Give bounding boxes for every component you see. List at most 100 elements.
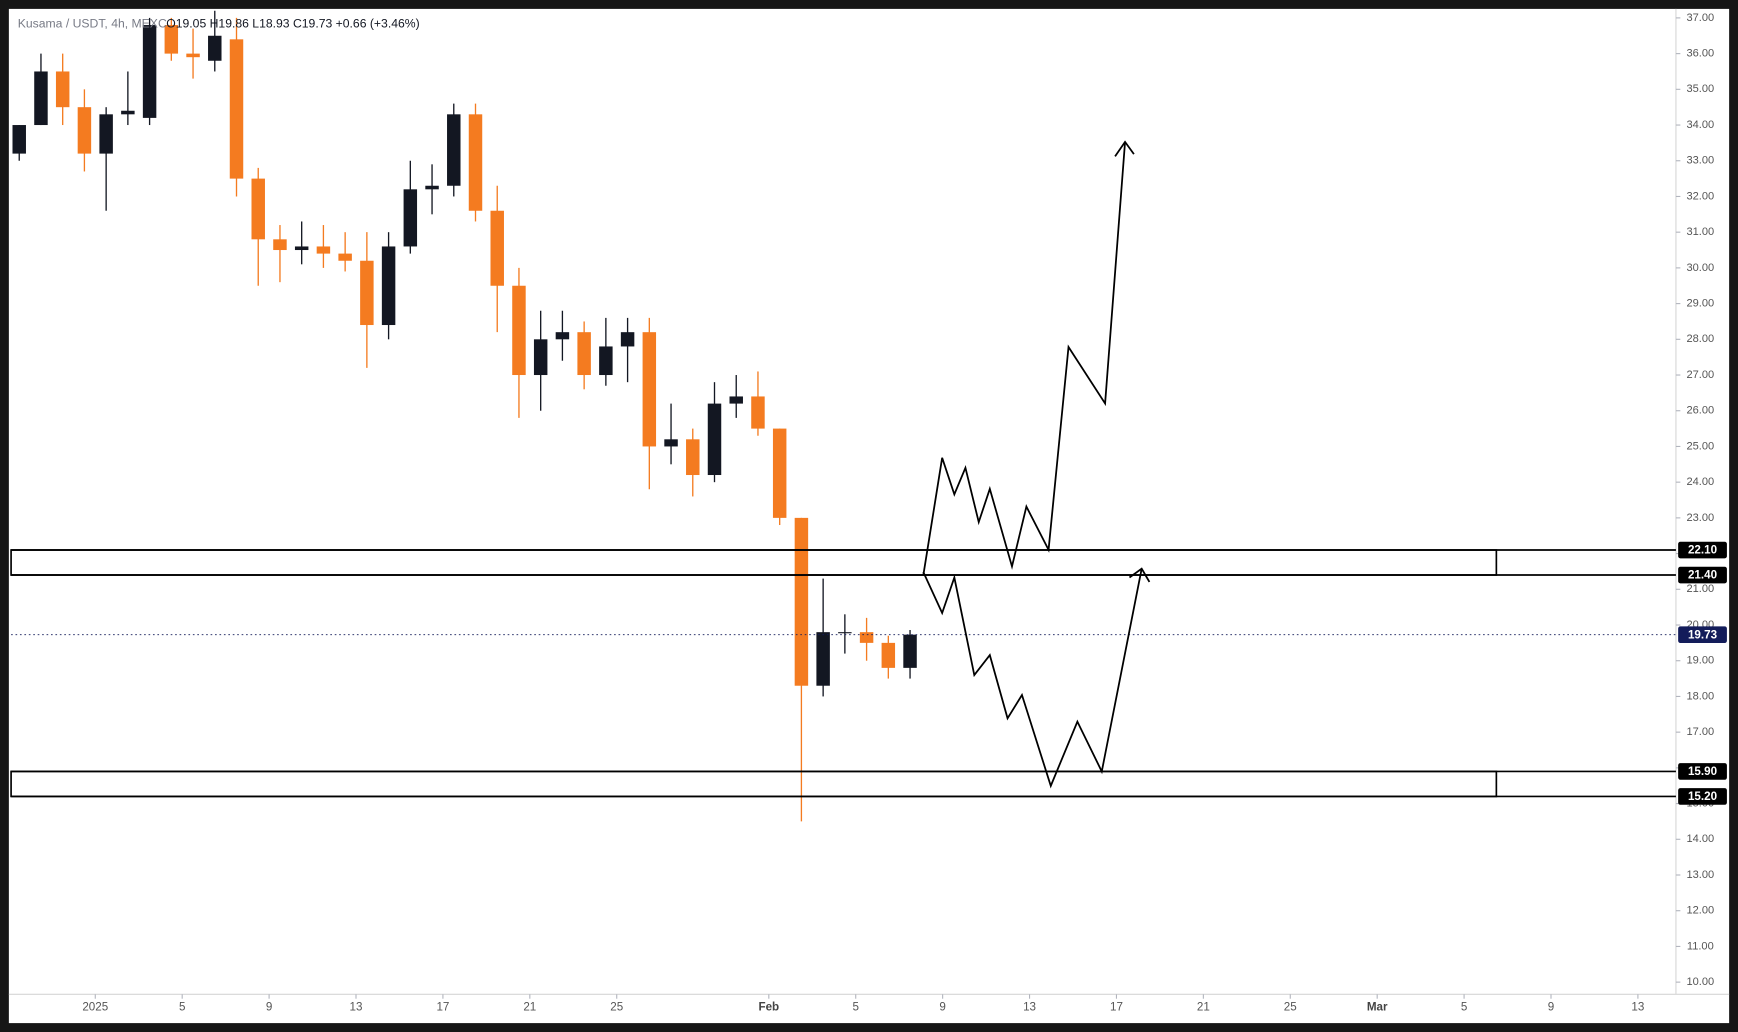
candle-body: [903, 634, 917, 668]
x-tick-label: 5: [1461, 1001, 1467, 1014]
price-label: 21.40: [1688, 569, 1717, 582]
x-tick-label: 21: [523, 1001, 536, 1014]
candle-body: [164, 25, 179, 54]
y-tick-label: 17.00: [1686, 726, 1714, 738]
y-tick-label: 28.00: [1686, 333, 1714, 345]
candle-body: [794, 517, 809, 686]
y-tick-label: 33.00: [1686, 155, 1714, 167]
projection-arrowhead: [1128, 567, 1151, 583]
chart-title: Kusama / USDT, 4h, MEXC: [18, 17, 167, 31]
price-label: 15.90: [1688, 765, 1717, 778]
y-tick-label: 18.00: [1686, 690, 1714, 702]
x-tick-label: 13: [1023, 1001, 1036, 1014]
candle-body: [533, 339, 548, 376]
candle-body: [512, 285, 526, 376]
y-tick-label: 21.00: [1686, 583, 1714, 595]
y-tick-label: 36.00: [1686, 48, 1714, 60]
y-tick-label: 23.00: [1686, 512, 1714, 524]
candle-body: [816, 632, 830, 686]
y-tick-label: 12.00: [1686, 905, 1714, 917]
candle-body: [360, 260, 374, 326]
x-tick-label: Mar: [1367, 1001, 1388, 1014]
price-label-box: [1678, 566, 1727, 584]
candle-body: [599, 346, 613, 376]
y-tick-label: 19.00: [1686, 655, 1714, 667]
candle-body: [686, 439, 700, 476]
price-label-box: [1678, 763, 1727, 780]
x-tick-label: 5: [852, 1001, 858, 1014]
candle-body: [664, 439, 678, 447]
candle-body: [99, 114, 113, 154]
candle-body: [338, 253, 352, 261]
price-label: 19.73: [1688, 628, 1718, 641]
x-tick-label: 17: [1110, 1001, 1123, 1014]
y-tick-label: 24.00: [1686, 476, 1714, 488]
projection: [922, 141, 1126, 576]
price-label-box: [1678, 788, 1727, 805]
candle-body: [251, 178, 265, 240]
y-tick-label: 29.00: [1686, 298, 1714, 310]
candle-body: [142, 25, 157, 118]
candle-body: [425, 185, 439, 190]
candle-body: [707, 403, 722, 476]
candle-body: [751, 396, 765, 429]
x-tick-label: 9: [266, 1001, 272, 1014]
candle-body: [620, 332, 635, 347]
x-tick-label: 13: [1631, 1001, 1644, 1014]
ohlc-readout: O19.05 H19.86 L18.93 C19.73 +0.66 (+3.46…: [166, 17, 419, 31]
projection-arrowhead: [1114, 140, 1135, 157]
y-tick-label: 32.00: [1686, 190, 1714, 202]
x-tick-label: 13: [350, 1001, 363, 1014]
y-tick-label: 37.00: [1686, 12, 1714, 24]
y-tick-label: 30.00: [1686, 262, 1714, 274]
candle-body: [447, 114, 461, 186]
candle-body: [316, 246, 331, 254]
candle-body: [273, 239, 287, 251]
candle-body: [77, 107, 92, 154]
projection: [922, 568, 1143, 789]
x-tick-label: 5: [179, 1001, 185, 1014]
candle-body: [381, 246, 396, 326]
y-tick-label: 26.00: [1686, 405, 1714, 417]
price-label-box: [1678, 541, 1727, 559]
x-tick-label: 2025: [82, 1001, 108, 1014]
candle-body: [208, 35, 222, 61]
candle-body: [121, 110, 135, 115]
y-tick-label: 13.00: [1686, 869, 1714, 881]
candle-body: [229, 39, 244, 179]
x-tick-label: 21: [1197, 1001, 1210, 1014]
candle-body: [555, 332, 570, 340]
y-tick-label: 34.00: [1686, 119, 1714, 131]
y-tick-label: 10.00: [1686, 976, 1714, 988]
candle-body: [403, 189, 418, 247]
x-tick-label: 17: [436, 1001, 449, 1014]
candle-body: [468, 114, 483, 211]
candle-body: [642, 332, 657, 447]
x-tick-label: 25: [1284, 1001, 1297, 1014]
candle-body: [294, 246, 309, 251]
candle-body: [490, 210, 504, 286]
y-tick-label: 14.00: [1686, 833, 1714, 845]
x-tick-label: 9: [1548, 1001, 1554, 1014]
x-tick-label: 25: [610, 1001, 623, 1014]
candle-body: [729, 396, 743, 404]
candle-body: [186, 53, 200, 58]
candle-body: [12, 125, 26, 154]
price-label-box: [1678, 626, 1727, 643]
y-tick-label: 27.00: [1686, 369, 1714, 381]
y-tick-label: 11.00: [1687, 940, 1714, 952]
candle-body: [577, 332, 591, 376]
candle-body: [881, 642, 896, 668]
x-tick-label: 9: [939, 1001, 945, 1014]
candle-body: [772, 428, 787, 518]
x-tick-label: Feb: [758, 1001, 779, 1014]
candle-body: [859, 632, 874, 643]
price-label: 22.10: [1688, 544, 1717, 557]
price-labels: 22.10 21.40 19.73 15.90 15.20: [1678, 541, 1727, 805]
y-tick-label: 25.00: [1686, 440, 1714, 452]
y-tick-label: 35.00: [1686, 83, 1714, 95]
candle-body: [838, 632, 852, 634]
price-label: 15.20: [1688, 790, 1717, 803]
chart-background: [8, 8, 1730, 1024]
